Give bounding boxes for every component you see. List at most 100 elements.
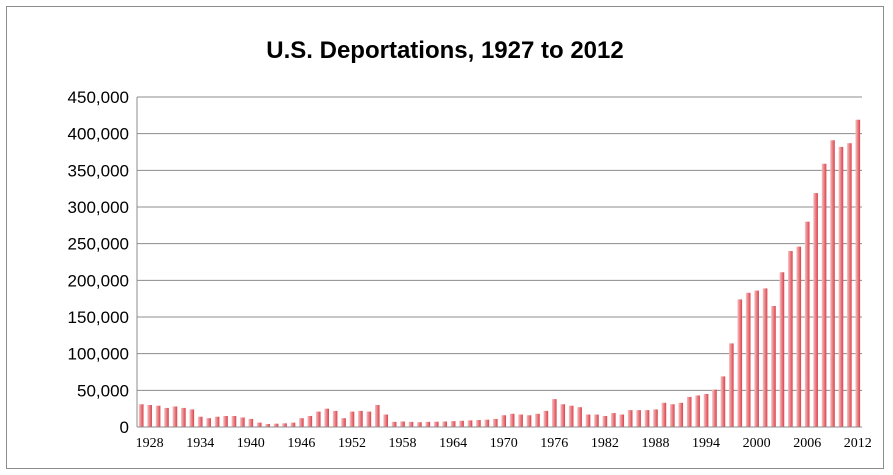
bar-1935 xyxy=(206,418,211,427)
x-tick-label: 1952 xyxy=(338,436,366,451)
bar-2009 xyxy=(830,140,835,427)
bar-1960 xyxy=(417,422,422,427)
y-tick-label: 350,000 xyxy=(68,161,129,180)
x-tick-label: 1994 xyxy=(692,436,720,451)
bar-1996 xyxy=(720,376,726,427)
bar-1933 xyxy=(189,409,195,427)
bar-1939 xyxy=(240,417,245,427)
bar-1970 xyxy=(501,415,507,427)
bar-1952 xyxy=(349,411,355,427)
bar-2006 xyxy=(804,221,810,427)
x-tick-label: 1976 xyxy=(540,436,568,451)
x-tick-label: 1970 xyxy=(490,436,518,451)
gridlines xyxy=(137,96,862,391)
bar-1936 xyxy=(214,416,220,427)
bar-1992 xyxy=(686,396,692,427)
bar-1958 xyxy=(400,421,405,427)
bar-1956 xyxy=(383,414,389,427)
x-tick-label: 1964 xyxy=(439,436,467,451)
bar-1949 xyxy=(324,408,329,427)
bar-1945 xyxy=(290,422,296,427)
bar-2001 xyxy=(762,288,768,427)
bar-1966 xyxy=(467,420,473,427)
bar-1929 xyxy=(155,405,161,427)
bar-2012 xyxy=(855,119,861,427)
bar-1974 xyxy=(535,413,540,427)
bar-1994 xyxy=(703,394,709,427)
bar-2011 xyxy=(847,143,852,427)
bar-1979 xyxy=(577,407,582,427)
bar-1959 xyxy=(408,421,414,427)
bar-1969 xyxy=(492,418,498,427)
bar-1937 xyxy=(223,416,228,427)
bar-1957 xyxy=(391,421,397,427)
bar-1984 xyxy=(619,414,625,427)
bar-1941 xyxy=(256,422,262,427)
bar-2000 xyxy=(754,290,759,427)
y-tick-label: 100,000 xyxy=(68,345,129,364)
bar-1988 xyxy=(653,409,658,427)
bar-1932 xyxy=(181,407,186,427)
y-tick-label: 200,000 xyxy=(68,271,129,290)
bar-1986 xyxy=(636,410,641,427)
bar-1976 xyxy=(551,399,557,427)
bar-1968 xyxy=(484,419,490,427)
bar-1967 xyxy=(476,420,481,427)
bar-2003 xyxy=(779,272,785,427)
bar-2002 xyxy=(771,306,776,427)
y-tick-label: 400,000 xyxy=(68,125,129,144)
bar-1987 xyxy=(644,410,650,427)
bar-1951 xyxy=(341,418,346,427)
bar-1980 xyxy=(585,414,591,427)
bar-1950 xyxy=(332,410,338,427)
x-tick-label: 2000 xyxy=(743,436,771,451)
bar-2010 xyxy=(838,146,844,427)
bar-1990 xyxy=(670,404,675,427)
bar-1940 xyxy=(248,418,254,427)
y-tick-label: 250,000 xyxy=(68,235,129,254)
bar-1989 xyxy=(661,402,667,427)
bar-1998 xyxy=(737,299,743,427)
x-tick-label: 1940 xyxy=(237,436,265,451)
x-tick-label: 2012 xyxy=(844,436,872,451)
bar-1927 xyxy=(138,404,144,427)
chart-frame: U.S. Deportations, 1927 to 2012 xyxy=(6,6,884,469)
bar-1953 xyxy=(358,410,363,427)
bar-1977 xyxy=(560,404,566,427)
bar-1972 xyxy=(518,414,523,427)
bar-1983 xyxy=(610,413,616,427)
chart-title: U.S. Deportations, 1927 to 2012 xyxy=(266,37,624,64)
y-tick-label: 50,000 xyxy=(77,381,129,400)
bar-1981 xyxy=(594,414,599,427)
bar-1978 xyxy=(568,405,574,427)
x-tick-label: 2006 xyxy=(793,436,821,451)
x-tick-label: 1988 xyxy=(641,436,669,451)
bar-1997 xyxy=(729,343,734,427)
bar-1963 xyxy=(442,421,448,427)
x-tick-label: 1982 xyxy=(591,436,619,451)
bar-1995 xyxy=(712,389,717,427)
bar-1971 xyxy=(509,413,515,427)
bar-1999 xyxy=(745,292,751,427)
x-tick-labels: 1928 1934 1940 1946 1952 1958 1964 1970 1976 1982… xyxy=(136,436,872,451)
bar-1934 xyxy=(197,416,203,427)
bar-1946 xyxy=(299,418,304,427)
bar-1965 xyxy=(459,420,464,427)
y-tick-label: 150,000 xyxy=(68,308,129,327)
bar-2005 xyxy=(796,246,802,427)
bars xyxy=(138,119,861,427)
x-tick-label: 1934 xyxy=(186,436,214,451)
y-tick-labels: 0 50,000 100,000 150,000 200,000 250,000 300,0… xyxy=(68,88,129,437)
bar-1993 xyxy=(695,395,700,427)
axes xyxy=(136,97,862,428)
y-tick-label: 0 xyxy=(120,418,129,437)
bar-1942 xyxy=(265,424,270,427)
bar-1954 xyxy=(366,411,372,427)
bar-1964 xyxy=(450,421,456,427)
bar-2004 xyxy=(788,251,793,427)
bar-1955 xyxy=(374,405,380,427)
bar-1931 xyxy=(172,406,178,427)
bar-1930 xyxy=(164,407,169,427)
bar-1944 xyxy=(282,423,287,427)
bar-1943 xyxy=(273,423,279,427)
